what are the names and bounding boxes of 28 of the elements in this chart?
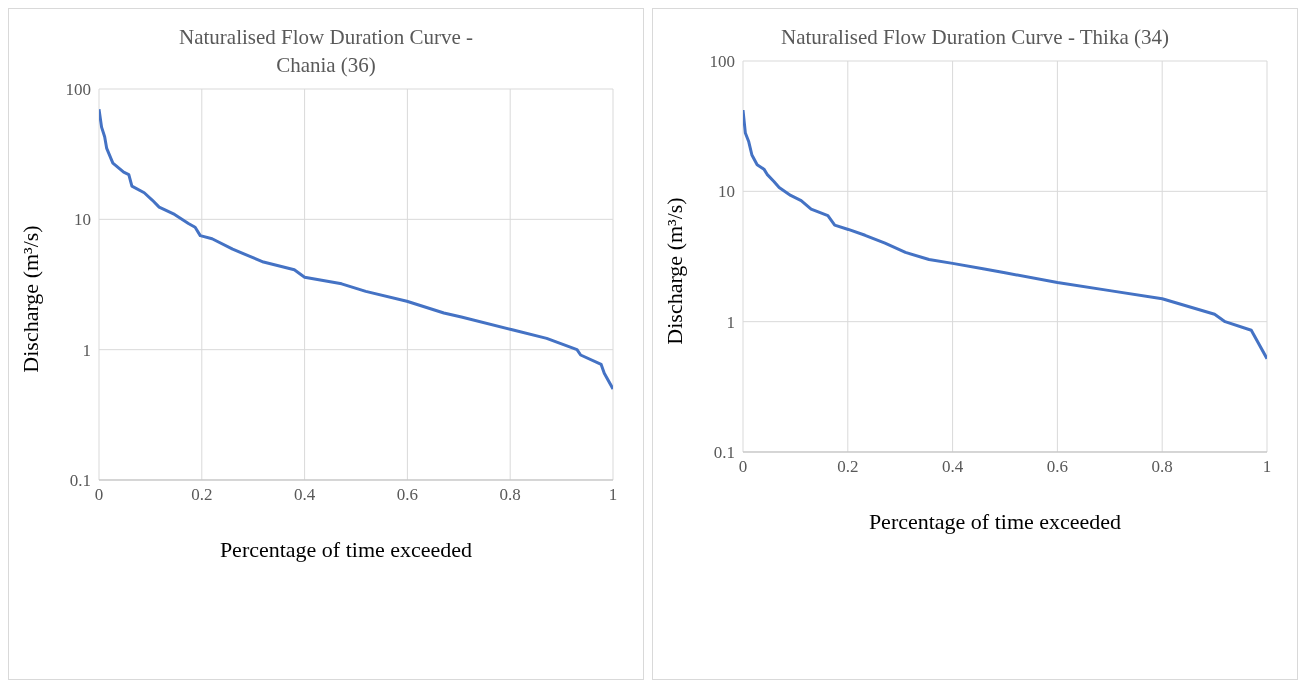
x-tick-label: 0.2 (191, 485, 213, 505)
x-tick-label: 0 (94, 485, 104, 505)
chart-title: Naturalised Flow Duration Curve - Chania (36) (178, 24, 474, 79)
x-tick-label: 0.6 (396, 485, 419, 505)
y-axis-title: Discharge (m³/s) (662, 197, 688, 345)
y-tick-label: 100 (709, 52, 735, 72)
y-tick-label: 1 (726, 312, 735, 332)
x-tick-label: 0.8 (499, 485, 521, 505)
line-series (99, 107, 613, 391)
x-tick-label: 0 (738, 457, 748, 477)
y-axis-title: Discharge (m³/s) (18, 225, 44, 373)
y-tick-label: 10 (718, 182, 735, 202)
x-axis-title: Percentage of time exceeded (867, 509, 1123, 535)
chart-title: Naturalised Flow Duration Curve - Thika (34) (780, 24, 1170, 51)
x-tick-label: 1 (1262, 457, 1272, 477)
x-tick-label: 0.4 (293, 485, 316, 505)
x-tick-label: 1 (608, 485, 618, 505)
line-series (743, 108, 1267, 361)
x-tick-label: 0.4 (941, 457, 964, 477)
x-tick-label: 0.2 (837, 457, 859, 477)
x-tick-label: 0.8 (1151, 457, 1173, 477)
x-axis-title: Percentage of time exceeded (218, 537, 474, 563)
y-tick-label: 10 (74, 210, 91, 230)
y-tick-label: 100 (65, 80, 91, 100)
y-tick-label: 0.1 (69, 471, 91, 491)
y-tick-label: 0.1 (713, 443, 735, 463)
x-tick-label: 0.6 (1046, 457, 1069, 477)
y-tick-label: 1 (82, 340, 91, 360)
